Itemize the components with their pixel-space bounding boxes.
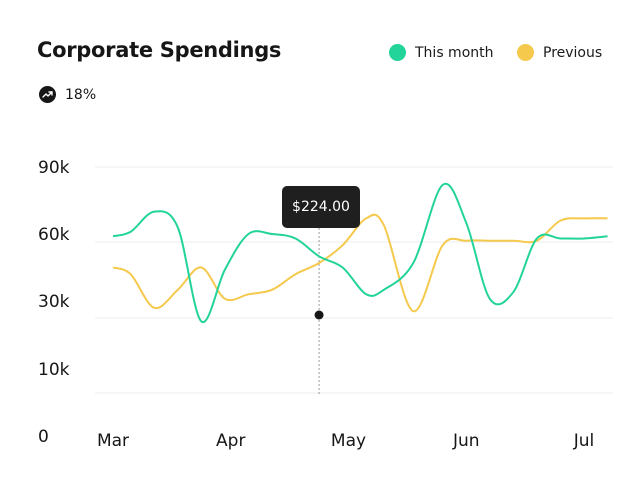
legend-this-month-swatch bbox=[389, 44, 406, 61]
x-tick-label: May bbox=[331, 431, 366, 451]
series-line-this-month bbox=[112, 182, 608, 323]
stat-change: 18% bbox=[39, 86, 96, 103]
legend-previous[interactable]: Previous bbox=[517, 44, 602, 61]
y-tick-label: 60k bbox=[38, 225, 70, 245]
stat-value: 18% bbox=[65, 86, 97, 103]
legend-this-month[interactable]: This month bbox=[389, 44, 494, 61]
x-tick-label: Mar bbox=[97, 431, 129, 451]
y-tick-label: 30k bbox=[38, 292, 70, 312]
x-tick-label: Jul bbox=[573, 431, 595, 451]
y-tick-label: 0 bbox=[38, 427, 49, 447]
x-tick-label: Apr bbox=[216, 431, 245, 451]
series-line-previous bbox=[112, 213, 608, 313]
chart-title: Corporate Spendings bbox=[37, 38, 282, 62]
x-tick-label: Jun bbox=[452, 431, 480, 451]
tooltip: $224.00 bbox=[282, 186, 360, 228]
trend-up-icon bbox=[39, 86, 56, 103]
legend-previous-label: Previous bbox=[543, 44, 603, 61]
y-tick-label: 10k bbox=[38, 360, 70, 380]
legend-previous-swatch bbox=[517, 44, 534, 61]
highlight-point bbox=[314, 310, 324, 320]
legend-this-month-label: This month bbox=[415, 44, 494, 61]
y-tick-label: 90k bbox=[38, 158, 70, 178]
